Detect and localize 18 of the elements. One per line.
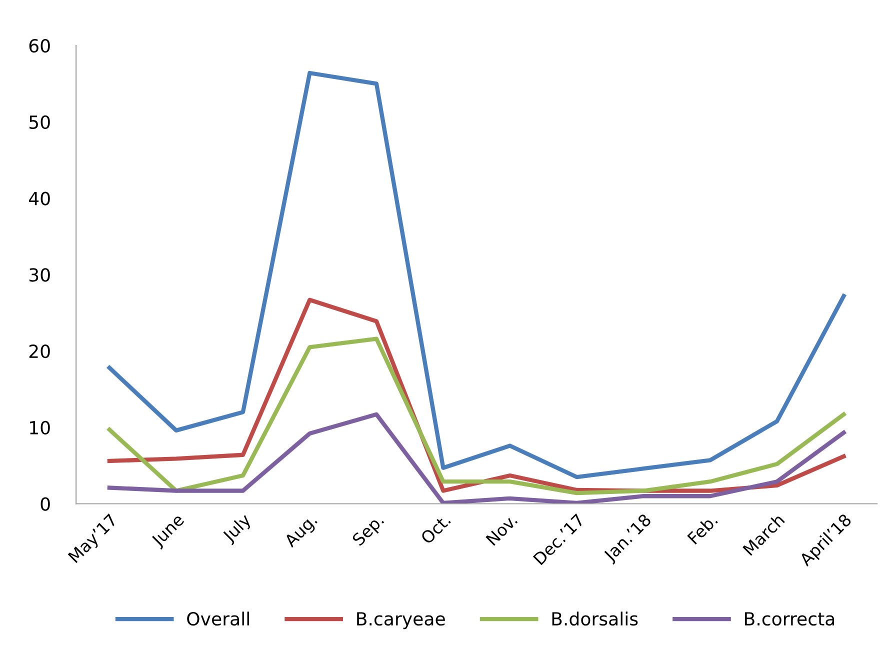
legend-label: B.correcta — [745, 612, 834, 626]
y-tick-label: 60 — [29, 38, 50, 53]
legend-label: Overall — [187, 612, 249, 626]
line-series — [107, 336, 846, 496]
y-tick-label: 10 — [30, 420, 50, 434]
y-tick-label: 30 — [29, 268, 50, 282]
x-tick-label: Oct. — [420, 514, 452, 545]
legend-label: B.caryeae — [357, 612, 445, 630]
legend-label: B.dorsalis — [552, 612, 638, 626]
x-tick-label: Sep. — [351, 514, 387, 549]
y-tick-label: 50 — [29, 115, 50, 129]
x-tick-label: Aug. — [283, 514, 320, 550]
y-tick-label: 40 — [28, 192, 50, 206]
x-tick-label: Feb. — [686, 513, 718, 545]
line-series — [107, 70, 846, 480]
y-tick-label: 20 — [29, 344, 50, 358]
y-tick-label: 0 — [40, 497, 50, 511]
line-series — [107, 412, 846, 504]
